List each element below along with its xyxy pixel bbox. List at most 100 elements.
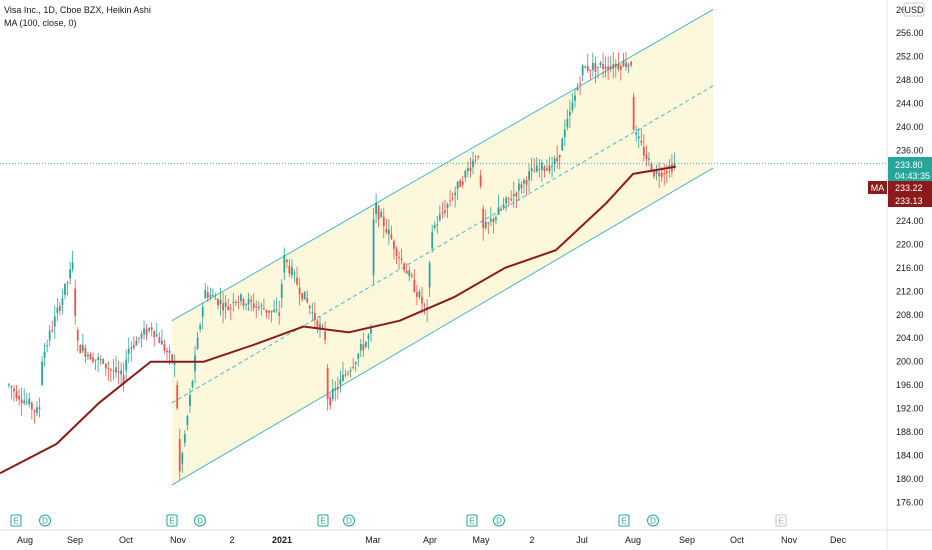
candle-body	[500, 208, 502, 210]
candle-body	[222, 303, 224, 311]
candle-body	[566, 118, 569, 128]
candle-body	[512, 194, 515, 197]
candle-body	[620, 66, 622, 70]
candle-body	[285, 259, 288, 262]
candle-body	[418, 291, 421, 298]
candle-body	[30, 402, 33, 410]
candle-body	[122, 374, 125, 385]
candle-body	[365, 341, 367, 347]
earnings-icon	[618, 514, 630, 527]
candle-body	[268, 310, 270, 313]
earnings-icon	[10, 514, 22, 527]
candle-body	[380, 212, 383, 218]
candle-body	[176, 384, 179, 409]
candle-body	[451, 198, 454, 200]
price-tick-label: 244.00	[896, 98, 924, 108]
time-tick-label: Apr	[423, 535, 437, 545]
candle-body	[558, 155, 561, 158]
earnings-marker: E	[317, 514, 329, 527]
candle-body	[543, 166, 546, 172]
candle-body	[240, 294, 242, 302]
candle-body	[168, 350, 171, 353]
candle-body	[15, 391, 18, 399]
price-tick-top: 26	[896, 5, 906, 15]
event-letter: D	[197, 517, 203, 526]
candle-body	[642, 146, 645, 156]
price-tick-label: 216.00	[896, 263, 924, 273]
candle-body	[20, 399, 23, 404]
candle-body	[342, 374, 344, 381]
earnings-marker: E	[466, 514, 478, 527]
candle-body	[354, 362, 357, 365]
candle-body	[252, 303, 255, 309]
candle-body	[234, 301, 237, 303]
candle-body	[130, 347, 133, 349]
time-axis: Aug Sep Oct Nov 2 2021 Mar Apr May 2 Jul Aug Sep Oct N…	[0, 529, 932, 545]
earnings-marker: E	[10, 514, 22, 527]
candle-body	[367, 335, 370, 340]
candle-body	[438, 214, 441, 220]
candle-body	[446, 203, 449, 208]
candle-body	[99, 358, 102, 361]
candle-body	[359, 343, 362, 351]
candle-body	[510, 199, 513, 201]
candle-body	[140, 334, 143, 339]
candle-body	[92, 357, 94, 362]
candle-body	[224, 302, 227, 307]
price-tick-label: 208.00	[896, 310, 924, 320]
candle-body	[347, 373, 349, 375]
time-tick-label: 2	[529, 535, 534, 545]
candle-body	[293, 272, 296, 274]
earnings-icon	[466, 514, 478, 527]
candle-body	[61, 298, 64, 305]
candle-body	[33, 410, 36, 412]
candle-body	[637, 136, 640, 139]
candle-body	[219, 300, 222, 305]
earnings-icon	[775, 514, 787, 527]
candle-body	[655, 171, 658, 174]
time-tick-label: Jul	[576, 535, 588, 545]
candle-body	[324, 331, 326, 340]
low-value: 233.13	[895, 196, 923, 206]
candle-body	[428, 263, 431, 288]
candle-body	[13, 388, 15, 392]
candle-body	[398, 256, 400, 258]
earnings-marker: E	[618, 514, 630, 527]
candle-body	[36, 407, 38, 413]
candle-body	[41, 361, 43, 386]
candle-body	[416, 292, 418, 297]
channel-fill	[172, 9, 713, 485]
candle-body	[229, 307, 232, 309]
candle-body	[538, 168, 541, 170]
candle-body	[59, 306, 61, 311]
candle-body	[148, 327, 151, 331]
candle-body	[288, 265, 291, 274]
time-tick-label: Sep	[679, 535, 695, 545]
candle-body	[574, 95, 576, 101]
candle-body	[362, 344, 365, 351]
candle-body	[178, 439, 181, 472]
time-tick-label: Mar	[365, 535, 381, 545]
candle-body	[173, 361, 176, 365]
candle-body	[540, 162, 543, 170]
candle-body	[569, 111, 571, 116]
candle-body	[579, 83, 581, 85]
candle-body	[278, 312, 281, 316]
candle-body	[607, 66, 610, 71]
currency-label: USD	[904, 5, 924, 15]
candle-body	[245, 304, 247, 306]
price-tick-label: 240.00	[896, 122, 924, 132]
price-tick-label: 204.00	[896, 333, 924, 343]
candle-body	[390, 234, 393, 239]
candle-body	[602, 64, 604, 69]
candle-body	[76, 330, 79, 341]
candle-body	[548, 165, 551, 172]
dividend-icon	[647, 514, 659, 527]
candle-body	[183, 434, 186, 443]
candle-body	[51, 330, 54, 332]
time-tick-label: Aug	[625, 535, 641, 545]
candle-body	[81, 344, 84, 352]
candle-body	[660, 172, 663, 178]
